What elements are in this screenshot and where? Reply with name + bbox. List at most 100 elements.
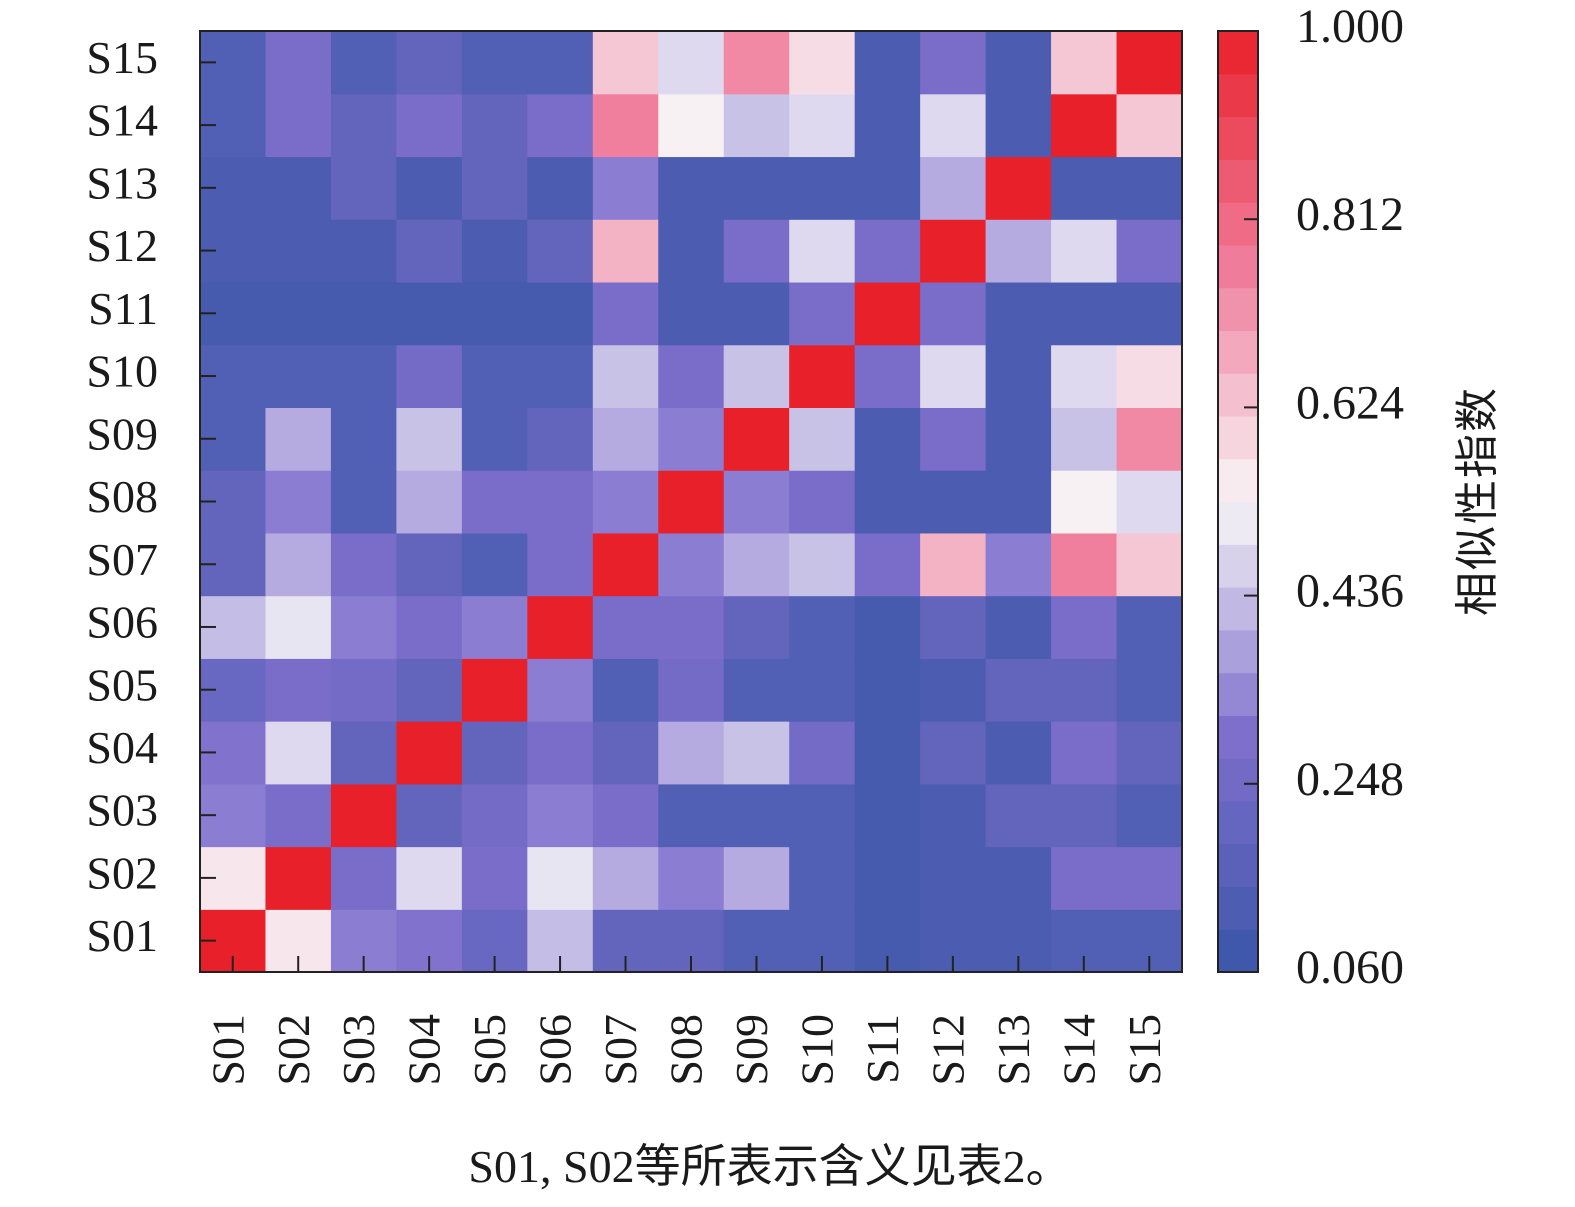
cell-S06-S06 — [527, 595, 594, 659]
cell-S13-S07 — [592, 156, 659, 220]
cell-S10-S08 — [658, 344, 725, 408]
cell-S03-S08 — [658, 783, 725, 848]
cell-S05-S07 — [592, 658, 659, 722]
cell-S11-S14 — [1051, 281, 1118, 346]
cell-S08-S10 — [789, 470, 856, 534]
cell-S10-S04 — [396, 344, 463, 408]
cell-S06-S11 — [854, 595, 921, 659]
cell-S04-S13 — [985, 721, 1052, 785]
y-tick-label: S07 — [86, 534, 158, 585]
cell-S08-S12 — [920, 470, 987, 534]
y-tick-label: S06 — [86, 597, 158, 648]
cell-S13-S14 — [1051, 156, 1118, 220]
cell-S04-S11 — [854, 721, 921, 785]
cell-S05-S09 — [723, 658, 790, 722]
cell-S05-S15 — [1116, 658, 1183, 722]
cell-S07-S06 — [527, 532, 594, 597]
colorbar-tick-label: 0.060 — [1296, 941, 1404, 994]
cell-S02-S10 — [789, 846, 856, 910]
cell-S10-S03 — [330, 344, 397, 408]
cell-S11-S05 — [461, 281, 528, 346]
cell-S09-S12 — [920, 407, 987, 471]
cell-S08-S09 — [723, 470, 790, 534]
cell-S05-S08 — [658, 658, 725, 722]
cell-S08-S15 — [1116, 470, 1183, 534]
cell-S14-S03 — [330, 93, 397, 158]
cell-S09-S05 — [461, 407, 528, 471]
cell-S06-S15 — [1116, 595, 1183, 659]
cell-S11-S10 — [789, 281, 856, 346]
colorbar-step — [1218, 458, 1258, 503]
cell-S08-S13 — [985, 470, 1052, 534]
cell-S14-S02 — [265, 93, 332, 158]
cell-S09-S04 — [396, 407, 463, 471]
cell-S04-S10 — [789, 721, 856, 785]
cell-S09-S10 — [789, 407, 856, 471]
cell-S08-S03 — [330, 470, 397, 534]
colorbar-step — [1218, 373, 1258, 417]
colorbar-step — [1218, 287, 1258, 332]
x-tick-label: S01 — [202, 1014, 253, 1086]
cell-S08-S04 — [396, 470, 463, 534]
cell-S11-S09 — [723, 281, 790, 346]
y-tick-label: S08 — [86, 471, 158, 522]
cell-S10-S07 — [592, 344, 659, 408]
cell-S04-S03 — [330, 721, 397, 785]
cell-S15-S09 — [723, 31, 790, 95]
cell-S10-S02 — [265, 344, 332, 408]
cell-S15-S02 — [265, 31, 332, 95]
y-tick-label: S10 — [86, 346, 158, 397]
colorbar-step — [1218, 202, 1258, 246]
colorbar-step — [1218, 116, 1258, 160]
cell-S09-S08 — [658, 407, 725, 471]
colorbar-tick-label: 1.000 — [1296, 0, 1404, 53]
cell-S09-S14 — [1051, 407, 1118, 471]
cell-S06-S12 — [920, 595, 987, 659]
cell-S02-S14 — [1051, 846, 1118, 910]
colorbar-step — [1218, 244, 1258, 289]
cell-S13-S10 — [789, 156, 856, 220]
cell-S13-S13 — [985, 156, 1052, 220]
cell-S14-S13 — [985, 93, 1052, 158]
cell-S13-S15 — [1116, 156, 1183, 220]
heatmap-cells — [200, 31, 1183, 973]
x-tick-label: S13 — [988, 1014, 1039, 1086]
cell-S02-S08 — [658, 846, 725, 910]
cell-S09-S03 — [330, 407, 397, 471]
cell-S03-S05 — [461, 783, 528, 848]
cell-S12-S05 — [461, 219, 528, 283]
cell-S14-S11 — [854, 93, 921, 158]
cell-S15-S04 — [396, 31, 463, 95]
cell-S03-S02 — [265, 783, 332, 848]
cell-S11-S07 — [592, 281, 659, 346]
cell-S07-S09 — [723, 532, 790, 597]
cell-S03-S11 — [854, 783, 921, 848]
cell-S11-S15 — [1116, 281, 1183, 346]
cell-S04-S02 — [265, 721, 332, 785]
cell-S10-S06 — [527, 344, 594, 408]
cell-S13-S12 — [920, 156, 987, 220]
y-axis: S01 S02 S03 S04 S05 S06 S07 S08 S09 S10 S11 S12 S13 S… — [86, 32, 216, 961]
cell-S02-S03 — [330, 846, 397, 910]
y-tick-label: S15 — [86, 32, 158, 83]
y-tick-label: S14 — [86, 95, 158, 146]
cell-S12-S07 — [592, 219, 659, 283]
colorbar-step — [1218, 886, 1258, 930]
cell-S07-S12 — [920, 532, 987, 597]
cell-S13-S06 — [527, 156, 594, 220]
cell-S02-S07 — [592, 846, 659, 910]
cell-S08-S08 — [658, 470, 725, 534]
cell-S04-S09 — [723, 721, 790, 785]
cell-S11-S06 — [527, 281, 594, 346]
cell-S04-S12 — [920, 721, 987, 785]
cell-S10-S13 — [985, 344, 1052, 408]
cell-S10-S14 — [1051, 344, 1118, 408]
cell-S15-S14 — [1051, 31, 1118, 95]
cell-S12-S14 — [1051, 219, 1118, 283]
cell-S12-S08 — [658, 219, 725, 283]
cell-S13-S09 — [723, 156, 790, 220]
x-tick-label: S12 — [922, 1014, 973, 1086]
cell-S13-S03 — [330, 156, 397, 220]
cell-S08-S11 — [854, 470, 921, 534]
cell-S06-S02 — [265, 595, 332, 659]
